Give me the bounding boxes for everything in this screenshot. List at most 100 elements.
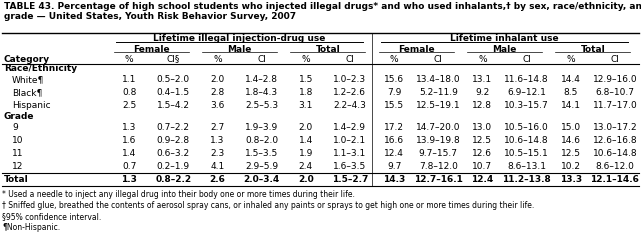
Text: 6.9–12.1: 6.9–12.1	[507, 88, 546, 97]
Text: 1.6–3.5: 1.6–3.5	[333, 162, 367, 171]
Text: 0.2–1.9: 0.2–1.9	[156, 162, 190, 171]
Text: %: %	[567, 54, 575, 64]
Text: Lifetime illegal injection-drug use: Lifetime illegal injection-drug use	[153, 34, 326, 43]
Text: 0.7–2.2: 0.7–2.2	[157, 123, 190, 132]
Text: 13.9–19.8: 13.9–19.8	[416, 136, 461, 145]
Text: Male: Male	[492, 44, 517, 54]
Text: %: %	[478, 54, 487, 64]
Text: 6.8–10.7: 6.8–10.7	[595, 88, 635, 97]
Text: Category: Category	[4, 54, 50, 64]
Text: CI: CI	[522, 54, 531, 64]
Text: Total: Total	[581, 44, 605, 54]
Text: 10: 10	[12, 136, 24, 145]
Text: §95% confidence interval.: §95% confidence interval.	[2, 212, 101, 221]
Text: Male: Male	[228, 44, 252, 54]
Text: 17.2: 17.2	[384, 123, 404, 132]
Text: 14.7–20.0: 14.7–20.0	[416, 123, 460, 132]
Text: 1.2–2.6: 1.2–2.6	[333, 88, 367, 97]
Text: 1.9–3.9: 1.9–3.9	[245, 123, 278, 132]
Text: 2.0–3.4: 2.0–3.4	[244, 175, 279, 184]
Text: Black¶: Black¶	[12, 88, 42, 97]
Text: 8.5: 8.5	[563, 88, 578, 97]
Text: CI: CI	[610, 54, 619, 64]
Text: 11.7–17.0: 11.7–17.0	[592, 101, 637, 110]
Text: 1.5–3.5: 1.5–3.5	[245, 149, 278, 158]
Text: 0.7: 0.7	[122, 162, 137, 171]
Text: 10.5–16.0: 10.5–16.0	[504, 123, 549, 132]
Text: 0.4–1.5: 0.4–1.5	[156, 88, 190, 97]
Text: 1.0–2.3: 1.0–2.3	[333, 75, 367, 84]
Text: %: %	[125, 54, 133, 64]
Text: † Sniffed glue, breathed the contents of aerosol spray cans, or inhaled any pain: † Sniffed glue, breathed the contents of…	[2, 201, 534, 210]
Text: 2.2–4.3: 2.2–4.3	[333, 101, 367, 110]
Text: 1.8–4.3: 1.8–4.3	[245, 88, 278, 97]
Text: 1.9: 1.9	[299, 149, 313, 158]
Text: 14.4: 14.4	[561, 75, 581, 84]
Text: %: %	[213, 54, 222, 64]
Text: 15.5: 15.5	[384, 101, 404, 110]
Text: 13.3: 13.3	[560, 175, 582, 184]
Text: 2.4: 2.4	[299, 162, 313, 171]
Text: Lifetime inhalant use: Lifetime inhalant use	[450, 34, 559, 43]
Text: 3.6: 3.6	[210, 101, 224, 110]
Text: CI: CI	[434, 54, 443, 64]
Text: 10.6–14.8: 10.6–14.8	[504, 136, 549, 145]
Text: 12.7–16.1: 12.7–16.1	[414, 175, 463, 184]
Text: 10.6–14.8: 10.6–14.8	[592, 149, 637, 158]
Text: 2.0: 2.0	[298, 175, 313, 184]
Text: 11.6–14.8: 11.6–14.8	[504, 75, 549, 84]
Text: CI: CI	[345, 54, 354, 64]
Text: 2.8: 2.8	[210, 88, 224, 97]
Text: 13.0: 13.0	[472, 123, 492, 132]
Text: 10.2: 10.2	[561, 162, 581, 171]
Text: 12.6: 12.6	[472, 149, 492, 158]
Text: 1.3: 1.3	[122, 123, 137, 132]
Text: %: %	[301, 54, 310, 64]
Text: 1.5–4.2: 1.5–4.2	[157, 101, 190, 110]
Text: 2.0: 2.0	[299, 123, 313, 132]
Text: 0.9–2.8: 0.9–2.8	[156, 136, 190, 145]
Text: 14.6: 14.6	[561, 136, 581, 145]
Text: 8.6–12.0: 8.6–12.0	[595, 162, 635, 171]
Text: 0.6–3.2: 0.6–3.2	[156, 149, 190, 158]
Text: 4.1: 4.1	[210, 162, 224, 171]
Text: 12.9–16.0: 12.9–16.0	[592, 75, 637, 84]
Text: 12: 12	[12, 162, 23, 171]
Text: 1.1–3.1: 1.1–3.1	[333, 149, 367, 158]
Text: 1.4: 1.4	[122, 149, 136, 158]
Text: 15.6: 15.6	[384, 75, 404, 84]
Text: 11.2–13.8: 11.2–13.8	[502, 175, 551, 184]
Text: 5.2–11.9: 5.2–11.9	[419, 88, 458, 97]
Text: 1.6: 1.6	[122, 136, 137, 145]
Text: 11: 11	[12, 149, 24, 158]
Text: 0.8–2.0: 0.8–2.0	[245, 136, 278, 145]
Text: 1.4: 1.4	[299, 136, 313, 145]
Text: 2.7: 2.7	[210, 123, 224, 132]
Text: 1.1: 1.1	[122, 75, 137, 84]
Text: 1.8: 1.8	[299, 88, 313, 97]
Text: 9.7: 9.7	[387, 162, 401, 171]
Text: 0.5–2.0: 0.5–2.0	[156, 75, 190, 84]
Text: 2.0: 2.0	[210, 75, 224, 84]
Text: Female: Female	[398, 44, 435, 54]
Text: 12.8: 12.8	[472, 101, 492, 110]
Text: 1.4–2.8: 1.4–2.8	[245, 75, 278, 84]
Text: 10.7: 10.7	[472, 162, 492, 171]
Text: 12.5: 12.5	[472, 136, 492, 145]
Text: CI§: CI§	[167, 54, 180, 64]
Text: 8.6–13.1: 8.6–13.1	[507, 162, 546, 171]
Text: 1.3: 1.3	[210, 136, 224, 145]
Text: 10.5–15.1: 10.5–15.1	[504, 149, 549, 158]
Text: CI: CI	[257, 54, 266, 64]
Text: 12.4: 12.4	[471, 175, 494, 184]
Text: 9.7–15.7: 9.7–15.7	[419, 149, 458, 158]
Text: Female: Female	[133, 44, 169, 54]
Text: 14.3: 14.3	[383, 175, 405, 184]
Text: 14.1: 14.1	[561, 101, 581, 110]
Text: Total: Total	[315, 44, 340, 54]
Text: 7.9: 7.9	[387, 88, 401, 97]
Text: ¶Non-Hispanic.: ¶Non-Hispanic.	[2, 223, 60, 232]
Text: Race/Ethnicity: Race/Ethnicity	[4, 64, 77, 73]
Text: 0.8–2.2: 0.8–2.2	[155, 175, 191, 184]
Text: 0.8: 0.8	[122, 88, 137, 97]
